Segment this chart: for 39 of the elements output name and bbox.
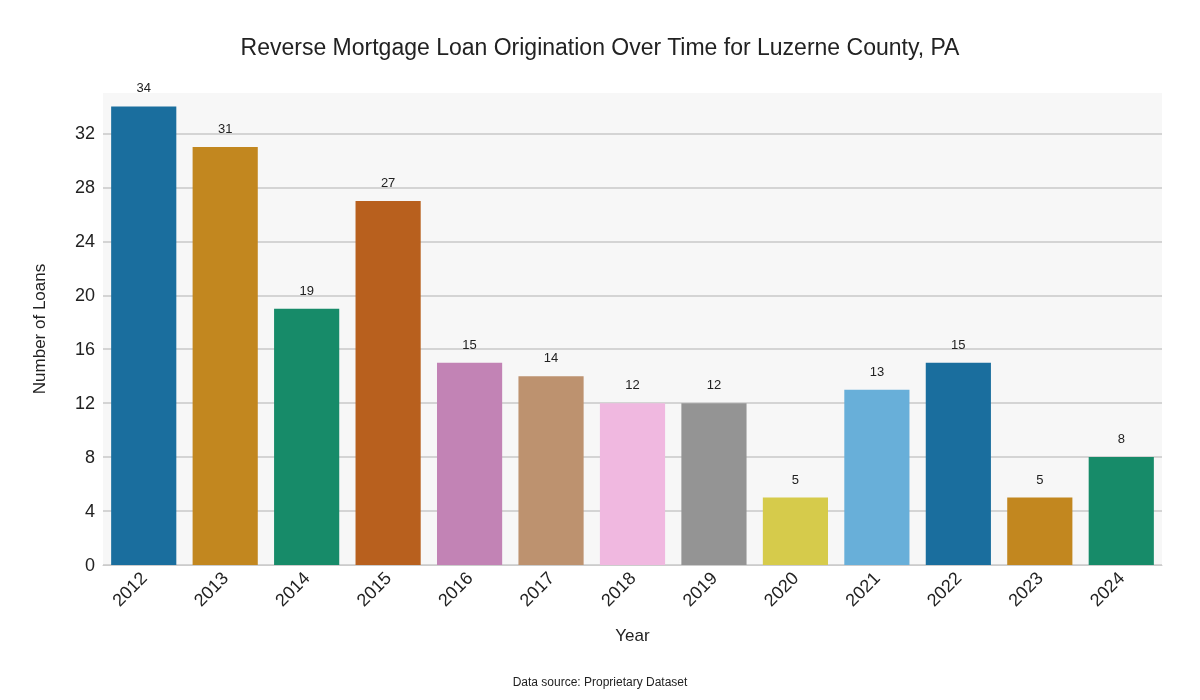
y-tick-label: 28 [74,177,95,198]
y-tick-label: 20 [74,285,95,306]
bar [274,308,340,565]
bar [192,146,258,565]
x-axis-title: Year [615,626,651,645]
y-axis-title: Number of Loans [30,263,49,395]
data-label: 12 [625,377,640,393]
y-tick-label: 32 [74,123,95,144]
y-tick-label: 12 [74,393,95,414]
source-note: Data source: Proprietary Dataset [512,675,689,689]
data-label: 8 [1117,431,1125,447]
data-label: 12 [706,377,722,393]
bar [436,362,503,565]
chart-title: Reverse Mortgage Loan Origination Over Time for Luzerne County, PA [240,33,961,60]
bar [111,106,177,565]
bar [844,389,910,565]
data-label: 13 [869,363,885,379]
data-label: 15 [462,336,477,352]
y-tick-label: 16 [74,339,95,360]
y-tick-label: 24 [74,231,95,252]
bar [1007,497,1073,565]
bar [1088,457,1154,565]
y-tick-label: 0 [84,555,95,575]
bar [925,362,991,565]
bar [681,403,747,565]
bar [599,403,666,565]
y-tick-label: 4 [84,501,95,522]
data-label: 5 [791,471,800,487]
bar [355,200,421,565]
bar [762,497,829,565]
data-label: 5 [1036,471,1044,487]
data-label: 14 [543,350,559,366]
data-label: 15 [951,336,966,352]
data-label: 31 [217,120,233,136]
bar [518,376,584,565]
data-label: 34 [136,80,151,96]
y-tick-label: 8 [84,447,95,468]
data-label: 19 [299,282,314,298]
data-label: 27 [380,174,396,190]
